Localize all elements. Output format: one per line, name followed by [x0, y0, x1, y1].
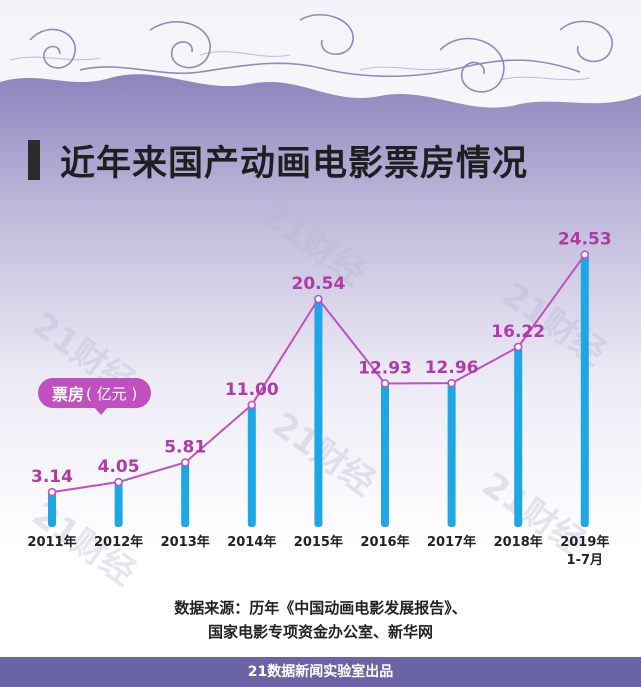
- value-label-4: 20.54: [292, 274, 346, 294]
- x-tick-label-6: 2017年: [427, 534, 476, 550]
- title-accent-bar: [28, 140, 40, 180]
- footer-credit: 21数据新闻实验室出品: [0, 657, 641, 687]
- bar-6: [447, 383, 456, 527]
- point-3: [247, 400, 257, 410]
- point-7: [513, 342, 523, 352]
- bar-1: [114, 482, 123, 527]
- bar-5: [381, 383, 389, 527]
- value-label-0: 3.14: [31, 467, 73, 487]
- x-tick-label-7: 2018年: [494, 534, 543, 550]
- point-5: [380, 379, 390, 388]
- unit-badge: 票房 ( 亿元 ): [38, 378, 152, 415]
- x-tick-label-8-line2: 1-7月: [567, 553, 604, 568]
- point-4: [314, 294, 323, 304]
- point-0: [47, 487, 57, 497]
- value-label-7: 16.22: [491, 322, 545, 342]
- value-label-1: 4.05: [98, 457, 140, 477]
- source-line-1: 数据来源：历年《中国动画电影发展报告》、: [174, 599, 467, 617]
- badge-label: 票房: [52, 385, 85, 404]
- point-6: [447, 378, 456, 388]
- value-label-5: 12.93: [358, 358, 412, 378]
- value-label-3: 11.00: [225, 380, 279, 400]
- point-1: [114, 477, 123, 487]
- bar-8: [580, 254, 589, 528]
- x-tick-label-2: 2013年: [161, 534, 210, 550]
- title-row: 近年来国产动画电影票房情况: [28, 134, 528, 186]
- x-tick-label-1: 2012年: [94, 534, 143, 550]
- x-tick-label-5: 2016年: [360, 534, 409, 550]
- x-tick-label-0: 2011年: [27, 534, 76, 550]
- badge-unit: ( 亿元 ): [86, 384, 138, 403]
- source-note: 数据来源：历年《中国动画电影发展报告》、 国家电影专项资金办公室、新华网: [0, 596, 641, 644]
- page-title: 近年来国产动画电影票房情况: [60, 143, 529, 184]
- bar-7: [514, 346, 523, 527]
- bar-0: [48, 492, 56, 527]
- x-tick-label-3: 2014年: [227, 534, 276, 550]
- x-tick-label-8: 2019年: [560, 534, 609, 550]
- bar-4: [314, 299, 323, 527]
- point-8: [580, 250, 590, 260]
- value-label-6: 12.96: [425, 358, 479, 378]
- point-2: [180, 458, 190, 467]
- source-line-2: 国家电影专项资金办公室、新华网: [207, 623, 433, 641]
- value-label-8: 24.53: [558, 230, 612, 250]
- bar-3: [247, 404, 256, 527]
- x-tick-label-4: 2015年: [294, 534, 343, 550]
- value-label-2: 5.81: [164, 438, 206, 458]
- bar-2: [181, 462, 190, 527]
